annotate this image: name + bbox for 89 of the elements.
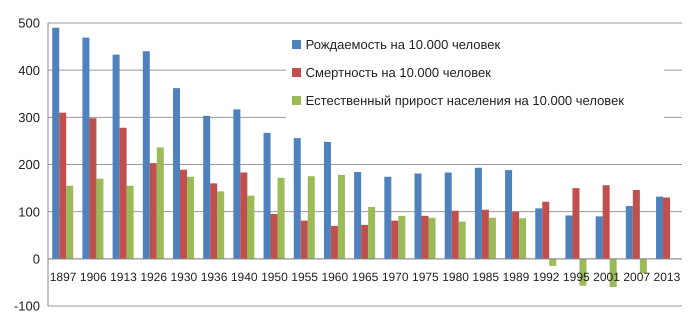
bar bbox=[519, 218, 526, 259]
bar bbox=[120, 128, 127, 259]
bar bbox=[59, 112, 66, 259]
x-tick-label: 1940 bbox=[230, 270, 258, 284]
bar bbox=[632, 190, 640, 259]
bar bbox=[474, 168, 482, 259]
bar bbox=[549, 258, 556, 266]
x-tick-label: 1985 bbox=[472, 270, 500, 284]
bar bbox=[656, 196, 664, 259]
bar bbox=[414, 173, 422, 259]
x-tick-label: 1992 bbox=[532, 270, 560, 284]
bar bbox=[361, 224, 368, 259]
bar bbox=[294, 138, 301, 259]
bar bbox=[391, 220, 398, 259]
y-tick-label: 100 bbox=[18, 204, 40, 220]
bar bbox=[542, 202, 550, 259]
bar bbox=[565, 215, 572, 259]
bar bbox=[452, 210, 459, 259]
bar bbox=[89, 118, 96, 259]
bar bbox=[458, 222, 466, 259]
legend-label: Смертность на 10.000 человек bbox=[306, 64, 491, 80]
x-tick-label: 1970 bbox=[382, 270, 409, 284]
x-tick-label: 1955 bbox=[291, 270, 318, 284]
bar bbox=[240, 172, 248, 259]
y-tick-label: 400 bbox=[18, 62, 40, 78]
bar bbox=[210, 183, 218, 259]
bar bbox=[247, 196, 254, 259]
bar bbox=[66, 186, 74, 259]
bar bbox=[324, 142, 331, 259]
bar bbox=[535, 208, 542, 259]
bar bbox=[354, 172, 362, 259]
bar bbox=[278, 178, 285, 259]
x-tick-label: 1989 bbox=[502, 270, 530, 284]
bar bbox=[96, 178, 104, 259]
bar bbox=[663, 198, 670, 259]
bar bbox=[398, 216, 406, 259]
x-tick-label: 1975 bbox=[412, 270, 440, 284]
y-tick-label: 300 bbox=[18, 110, 40, 125]
bar bbox=[180, 170, 187, 259]
bar bbox=[217, 191, 224, 259]
x-tick-label: 1906 bbox=[80, 270, 107, 284]
legend-label: Рождаемость на 10.000 человек bbox=[306, 36, 500, 52]
x-tick-label: 1930 bbox=[170, 270, 198, 284]
bar bbox=[233, 109, 240, 259]
bar bbox=[384, 176, 392, 259]
bar bbox=[330, 226, 338, 259]
x-tick-label: 1950 bbox=[261, 270, 288, 284]
bar bbox=[626, 206, 633, 259]
x-tick-label: 1926 bbox=[140, 270, 168, 284]
y-tick-label: 0 bbox=[32, 251, 40, 266]
bar bbox=[422, 216, 429, 259]
bar bbox=[112, 54, 120, 259]
x-tick-label: 2007 bbox=[623, 270, 650, 284]
x-tick-label: 1965 bbox=[352, 270, 379, 284]
x-tick-label: 1897 bbox=[50, 270, 77, 284]
bar bbox=[444, 172, 452, 259]
bar bbox=[572, 188, 580, 259]
bar bbox=[126, 186, 134, 259]
bar bbox=[602, 185, 610, 259]
bar bbox=[505, 170, 512, 259]
bar bbox=[203, 116, 210, 259]
x-tick-label: 1936 bbox=[200, 270, 228, 284]
bar bbox=[270, 214, 278, 259]
bar bbox=[172, 88, 180, 259]
x-tick-label: 2013 bbox=[654, 270, 681, 284]
bar bbox=[482, 210, 489, 259]
bar bbox=[368, 206, 376, 259]
bar bbox=[640, 258, 647, 273]
bar bbox=[264, 132, 271, 259]
y-tick-label: -100 bbox=[14, 298, 40, 314]
bar bbox=[142, 51, 150, 259]
bar bbox=[338, 174, 345, 259]
bar bbox=[512, 212, 520, 259]
x-tick-label: 1913 bbox=[110, 270, 138, 284]
x-tick-label: 1960 bbox=[321, 270, 348, 284]
bar bbox=[52, 28, 60, 259]
bar bbox=[488, 218, 496, 259]
bar bbox=[156, 148, 164, 259]
bar bbox=[150, 163, 157, 259]
bar bbox=[300, 220, 308, 259]
x-tick-label: 1980 bbox=[442, 270, 470, 284]
y-tick-label: 500 bbox=[18, 16, 40, 31]
bar bbox=[308, 176, 315, 259]
bar bbox=[428, 218, 436, 259]
y-tick-label: 200 bbox=[18, 157, 40, 172]
bar bbox=[596, 216, 603, 259]
bar bbox=[82, 38, 90, 259]
legend-label: Естественный прирост населения на 10.000 человек bbox=[306, 92, 624, 108]
bar bbox=[186, 176, 194, 259]
